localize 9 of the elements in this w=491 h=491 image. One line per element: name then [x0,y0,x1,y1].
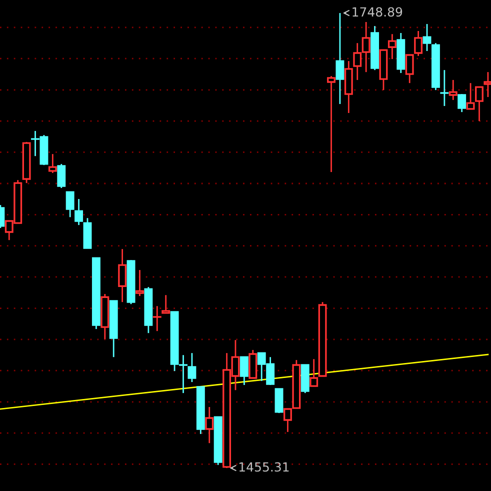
candlestick [205,406,214,444]
candlestick [118,248,127,303]
candlestick [484,71,491,98]
candlestick [344,60,353,114]
annotation: 1748.89 [352,7,402,17]
candlestick [440,69,449,107]
candlestick [152,305,162,332]
annotation: 1455.31 [239,462,289,472]
candlestick [388,33,396,60]
